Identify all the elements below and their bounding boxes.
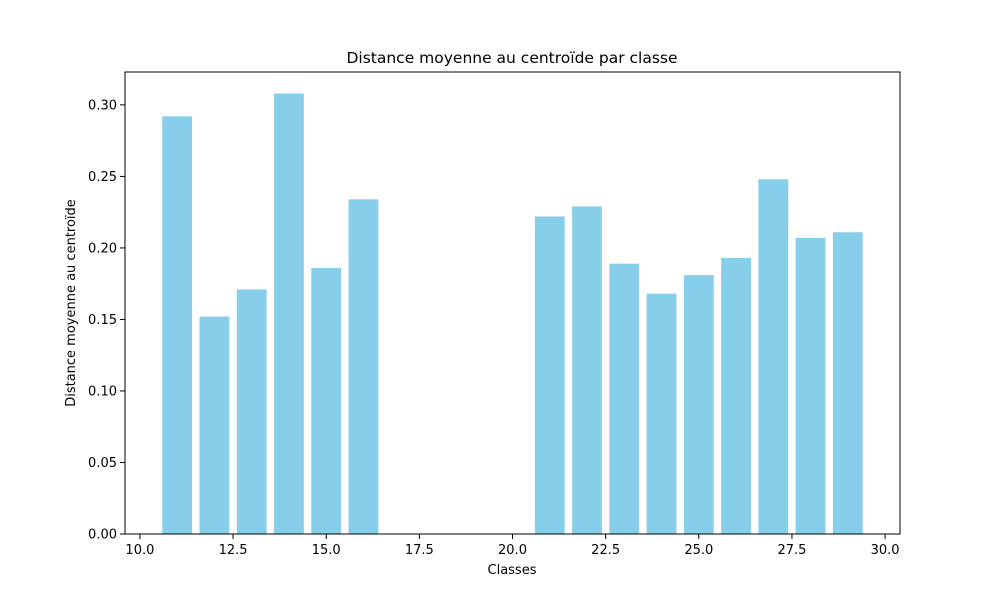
x-tick-label: 30.0 xyxy=(871,543,900,558)
plot-frame xyxy=(124,71,901,535)
bar-class-28 xyxy=(795,237,826,535)
x-tick-label: 17.5 xyxy=(405,543,434,558)
bar-class-11 xyxy=(162,116,193,534)
bar-class-25 xyxy=(683,275,714,534)
y-tick-label: 0.00 xyxy=(88,528,117,543)
bar-class-21 xyxy=(534,216,565,534)
bar-class-13 xyxy=(236,289,267,534)
y-axis-label: Distance moyenne au centroïde xyxy=(64,199,79,407)
chart-title: Distance moyenne au centroïde par classe xyxy=(346,49,677,67)
x-axis-label: Classes xyxy=(488,563,537,578)
bar-class-23 xyxy=(609,263,640,534)
bar-class-14 xyxy=(274,93,304,535)
bar-class-26 xyxy=(721,257,751,534)
bars-group xyxy=(162,93,863,535)
x-axis-ticks: 10.0 12.5 15.0 17.5 20.0 22.5 25.0 27.5 30.0 xyxy=(125,534,900,558)
bar-class-12 xyxy=(199,316,230,534)
x-tick-label: 15.0 xyxy=(312,543,341,558)
bar-class-29 xyxy=(832,232,863,534)
x-tick-label: 27.5 xyxy=(777,543,806,558)
x-tick-label: 20.0 xyxy=(498,543,527,558)
x-tick-label: 10.0 xyxy=(125,543,154,558)
x-tick-label: 25.0 xyxy=(684,543,713,558)
y-tick-label: 0.30 xyxy=(88,98,117,113)
bar-class-16 xyxy=(348,199,379,535)
bar-class-15 xyxy=(311,267,342,534)
y-axis-ticks: 0.00 0.05 0.10 0.15 0.20 0.25 0.30 xyxy=(88,98,125,543)
y-tick-label: 0.25 xyxy=(88,170,117,185)
y-tick-label: 0.05 xyxy=(88,456,117,471)
x-tick-label: 12.5 xyxy=(219,543,248,558)
bar-class-24 xyxy=(646,293,677,534)
y-tick-label: 0.15 xyxy=(88,313,117,328)
x-tick-label: 22.5 xyxy=(591,543,620,558)
y-tick-label: 0.20 xyxy=(88,241,117,256)
bar-class-27 xyxy=(758,179,789,534)
y-tick-label: 0.10 xyxy=(88,384,117,399)
bar-class-22 xyxy=(572,206,602,534)
